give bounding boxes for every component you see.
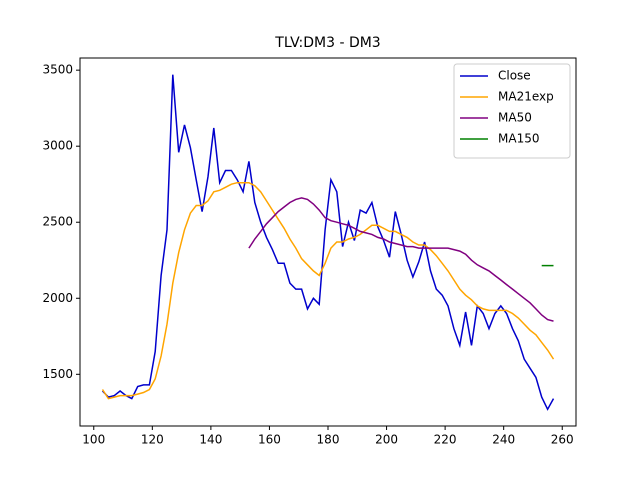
legend-label: MA150 [498,132,539,146]
series-line [248,197,554,322]
legend-label: Close [498,69,531,83]
legend-label: MA50 [498,111,532,125]
x-tick-label: 140 [199,433,222,447]
chart-title: TLV:DM3 - DM3 [274,35,380,51]
series-line [101,181,555,400]
x-tick-label: 100 [82,433,105,447]
x-tick-label: 120 [141,433,164,447]
y-tick-label: 1500 [42,367,73,381]
y-tick-label: 2000 [42,291,73,305]
x-tick-label: 200 [375,433,398,447]
x-tick-label: 260 [551,433,574,447]
y-tick-label: 2500 [42,215,73,229]
legend-label: MA21exp [498,90,554,104]
x-tick-label: 220 [434,433,457,447]
y-tick-label: 3000 [42,139,73,153]
x-tick-label: 180 [317,433,340,447]
x-tick-label: 160 [258,433,281,447]
x-tick-label: 240 [492,433,515,447]
legend-box [453,63,571,159]
y-tick-label: 3500 [42,63,73,77]
